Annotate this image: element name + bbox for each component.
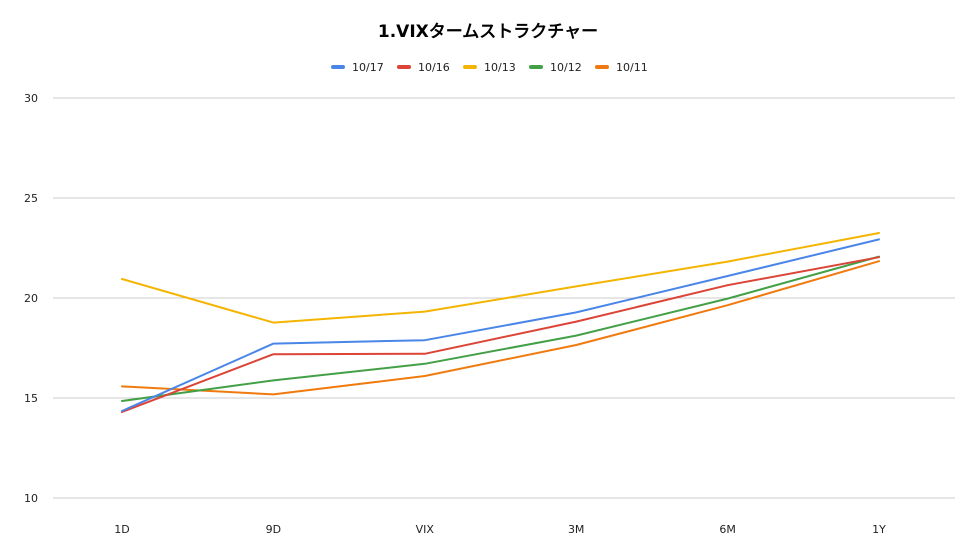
legend-swatch xyxy=(529,65,543,69)
legend-item: 10/13 xyxy=(463,61,516,74)
series-line-10-16 xyxy=(121,256,880,413)
legend-label: 10/11 xyxy=(616,61,648,74)
legend-label: 10/13 xyxy=(484,61,516,74)
legend-label: 10/12 xyxy=(550,61,582,74)
y-tick-label: 25 xyxy=(24,192,38,205)
legend-item: 10/16 xyxy=(397,61,450,74)
y-tick-label: 15 xyxy=(24,392,38,405)
legend-label: 10/17 xyxy=(352,61,384,74)
x-axis-ticks: 1D 9D VIX 3M 6M 1Y xyxy=(114,523,886,536)
series-line-10-13 xyxy=(121,232,880,324)
legend-item: 10/17 xyxy=(331,61,384,74)
legend-swatch xyxy=(331,65,345,69)
legend-label: 10/16 xyxy=(418,61,450,74)
chart-title: 1.VIXタームストラクチャー xyxy=(378,22,598,42)
legend-swatch xyxy=(595,65,609,69)
y-tick-label: 30 xyxy=(24,92,38,105)
x-tick-label: 3M xyxy=(568,523,585,536)
y-axis-ticks: 10 15 20 25 30 xyxy=(24,92,38,505)
x-tick-label: 9D xyxy=(266,523,281,536)
x-tick-label: VIX xyxy=(416,523,435,536)
legend-item: 10/12 xyxy=(529,61,582,74)
legend-item: 10/11 xyxy=(595,61,648,74)
x-tick-label: 1D xyxy=(114,523,129,536)
legend-swatch xyxy=(397,65,411,69)
series-lines xyxy=(121,232,880,413)
legend: 10/17 10/16 10/13 10/12 10/11 xyxy=(331,61,648,74)
x-tick-label: 6M xyxy=(719,523,736,536)
legend-swatch xyxy=(463,65,477,69)
y-tick-label: 20 xyxy=(24,292,38,305)
y-tick-label: 10 xyxy=(24,492,38,505)
series-line-10-12 xyxy=(121,255,880,402)
x-tick-label: 1Y xyxy=(872,523,886,536)
series-line-10-17 xyxy=(121,238,880,412)
series-line-10-11 xyxy=(121,260,880,396)
